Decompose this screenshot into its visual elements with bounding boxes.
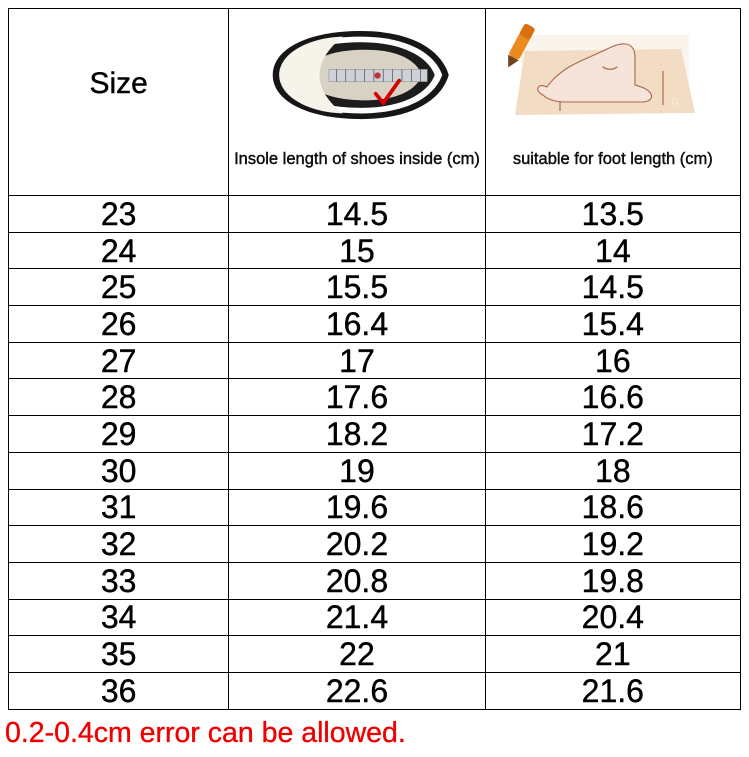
svg-text:G: G (671, 96, 680, 108)
